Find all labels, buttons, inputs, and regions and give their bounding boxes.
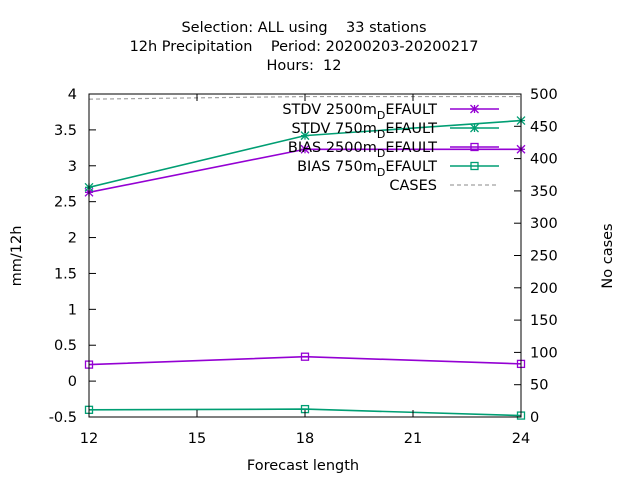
- title-line-2: 12h Precipitation Period: 20200203-20200…: [130, 39, 479, 55]
- legend-entry: BIAS 750mDEFAULT: [297, 159, 499, 179]
- data-point: [300, 352, 310, 361]
- y2-tick-label: 150: [530, 313, 558, 329]
- legend-label: STDV 750mDEFAULT: [292, 121, 438, 141]
- data-point: [300, 144, 310, 154]
- x-axis-label: Forecast length: [247, 458, 359, 474]
- x-tick-label: 18: [296, 431, 314, 447]
- legend-label: CASES: [389, 178, 437, 194]
- y-tick-label: 4: [68, 87, 77, 103]
- y-tick-label: 1.5: [54, 266, 77, 282]
- x-tick-label: 24: [512, 431, 530, 447]
- legend-entry: CASES: [389, 178, 499, 194]
- legend-label: STDV 2500mDEFAULT: [282, 102, 437, 122]
- y-tick-label: 2.5: [54, 195, 77, 211]
- y2-tick-label: 250: [530, 249, 558, 265]
- y2-tick-label: 400: [530, 152, 558, 168]
- legend-marker: [470, 161, 479, 171]
- y2-tick-label: 100: [530, 345, 558, 361]
- y2-tick-label: 200: [530, 281, 558, 297]
- y2-tick-label: 300: [530, 216, 558, 232]
- legend-marker: [470, 142, 479, 152]
- y-tick-label: -0.5: [49, 410, 77, 426]
- y-tick-label: 1: [68, 302, 77, 318]
- series-4: [89, 95, 521, 100]
- y2-tick-label: 500: [530, 87, 558, 103]
- y2-tick-label: 50: [530, 378, 548, 394]
- y-tick-label: 3.5: [54, 123, 77, 139]
- legend-entry: STDV 2500mDEFAULT: [282, 102, 499, 122]
- x-tick-label: 21: [404, 431, 422, 447]
- legend-entry: BIAS 2500mDEFAULT: [288, 140, 499, 160]
- x-tick-label: 15: [188, 431, 206, 447]
- axis-layer: 12 15 18 21 24 -0.5 0 0.5 1 1.5 2 2.5 3 3.5 4 0 50 100 150…: [49, 87, 558, 447]
- series-2: [84, 352, 526, 369]
- chart-title: Selection: ALL using 33 stations 12h Pre…: [130, 20, 479, 74]
- title-line-1: Selection: ALL using 33 stations: [181, 20, 426, 36]
- y2-tick-label: 0: [530, 410, 539, 426]
- series-line: [89, 355, 521, 366]
- legend-label: BIAS 2500mDEFAULT: [288, 140, 437, 160]
- data-point: [300, 131, 310, 141]
- y-axis-label: mm/12h: [9, 226, 25, 287]
- series-line: [89, 408, 521, 417]
- y2-tick-label: 350: [530, 184, 558, 200]
- legend-marker: [470, 123, 479, 133]
- x-tick-label: 12: [80, 431, 98, 447]
- y2-axis-label: No cases: [600, 223, 616, 288]
- y-tick-label: 2: [68, 231, 77, 247]
- series-line: [89, 95, 521, 100]
- y-tick-label: 0.5: [54, 338, 77, 354]
- title-line-3: Hours: 12: [266, 58, 341, 74]
- legend-label: BIAS 750mDEFAULT: [297, 159, 437, 179]
- y-tick-label: 3: [68, 159, 77, 175]
- legend-marker: [470, 104, 479, 114]
- legend-entry: STDV 750mDEFAULT: [292, 121, 499, 141]
- y-tick-label: 0: [68, 374, 77, 390]
- y2-tick-label: 450: [530, 119, 558, 135]
